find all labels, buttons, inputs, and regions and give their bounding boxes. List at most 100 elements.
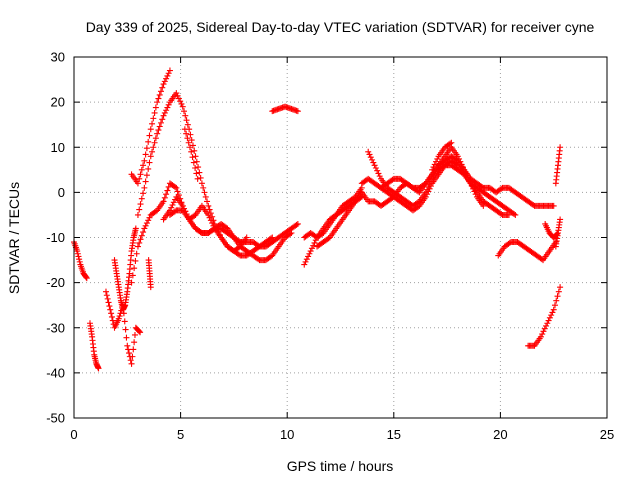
data-point xyxy=(376,173,383,180)
data-point xyxy=(190,159,197,166)
data-point xyxy=(194,175,201,182)
data-point xyxy=(83,275,90,282)
data-point xyxy=(366,151,373,158)
series-arc-6 xyxy=(128,67,173,187)
data-point xyxy=(160,112,167,119)
data-point xyxy=(136,206,143,213)
data-point xyxy=(134,211,141,218)
data-point xyxy=(134,243,141,250)
data-point xyxy=(543,322,550,329)
data-point xyxy=(156,123,163,130)
data-point xyxy=(294,108,301,115)
x-tick-label: 10 xyxy=(280,427,294,442)
y-tick-label: 20 xyxy=(51,95,65,110)
data-point xyxy=(505,211,512,218)
data-point xyxy=(201,189,208,196)
data-point xyxy=(137,329,144,336)
data-point xyxy=(255,242,262,249)
data-point xyxy=(143,172,150,179)
data-point xyxy=(206,214,213,221)
data-point xyxy=(151,139,158,146)
data-point xyxy=(325,235,332,242)
data-point xyxy=(302,258,309,265)
data-point xyxy=(506,239,513,246)
data-point xyxy=(375,170,382,177)
data-point xyxy=(128,360,135,367)
data-point xyxy=(95,365,102,372)
data-point xyxy=(175,95,182,102)
data-point xyxy=(511,211,518,218)
data-point xyxy=(159,84,166,91)
y-tick-label: 30 xyxy=(51,50,65,65)
data-point xyxy=(308,245,315,252)
data-point xyxy=(546,314,553,321)
y-axis-ticks: 30 20 10 0 -10 -20 -30 -40 -50 xyxy=(46,50,607,426)
data-point xyxy=(186,144,193,151)
data-point xyxy=(177,98,184,105)
data-point xyxy=(371,162,378,169)
data-point xyxy=(193,158,200,165)
data-point xyxy=(106,303,113,310)
data-point xyxy=(76,258,83,265)
data-point xyxy=(128,279,135,286)
data-point xyxy=(132,257,139,264)
data-point xyxy=(206,206,213,213)
data-point xyxy=(76,256,83,263)
x-axis-label: GPS time / hours xyxy=(287,458,394,474)
data-point xyxy=(555,288,562,295)
data-point xyxy=(164,187,171,194)
y-tick-label: -20 xyxy=(46,275,65,290)
data-point xyxy=(142,151,149,158)
data-point xyxy=(447,140,454,147)
data-point xyxy=(127,357,134,364)
data-point xyxy=(554,293,561,300)
data-point xyxy=(557,144,564,151)
data-point xyxy=(134,180,141,187)
series-arc-25 xyxy=(525,284,564,349)
y-tick-label: 10 xyxy=(51,140,65,155)
data-point xyxy=(457,158,464,165)
data-point xyxy=(140,229,147,236)
data-point xyxy=(370,159,377,166)
data-point xyxy=(200,184,207,191)
data-point xyxy=(157,119,164,126)
data-point xyxy=(136,328,143,335)
data-point xyxy=(191,147,198,154)
data-point xyxy=(557,284,564,291)
data-point xyxy=(197,229,204,236)
data-point xyxy=(155,95,162,102)
data-point xyxy=(187,131,194,138)
data-point xyxy=(459,164,466,171)
data-point xyxy=(172,208,179,215)
data-point xyxy=(369,156,376,163)
data-point xyxy=(149,120,156,127)
data-point xyxy=(408,183,415,190)
data-point xyxy=(104,295,111,302)
data-point xyxy=(183,117,190,124)
data-point xyxy=(541,325,548,332)
data-point xyxy=(141,184,148,191)
data-point xyxy=(209,220,216,227)
data-point xyxy=(454,153,461,160)
data-point xyxy=(357,194,364,201)
data-point xyxy=(550,306,557,313)
data-point xyxy=(143,220,150,227)
data-point xyxy=(126,350,133,357)
data-point xyxy=(140,190,147,197)
data-point xyxy=(122,326,129,333)
data-point xyxy=(142,178,149,185)
data-point xyxy=(142,222,149,229)
data-point xyxy=(165,101,172,108)
data-point xyxy=(182,112,189,119)
data-point xyxy=(133,250,140,257)
data-point xyxy=(537,333,544,340)
data-point xyxy=(421,181,428,188)
data-point xyxy=(210,226,217,233)
data-point xyxy=(209,213,216,220)
data-point xyxy=(151,109,158,116)
data-point xyxy=(75,253,82,260)
data-point xyxy=(163,191,170,198)
data-point xyxy=(159,116,166,123)
y-tick-label: 0 xyxy=(58,185,65,200)
data-point xyxy=(168,204,175,211)
